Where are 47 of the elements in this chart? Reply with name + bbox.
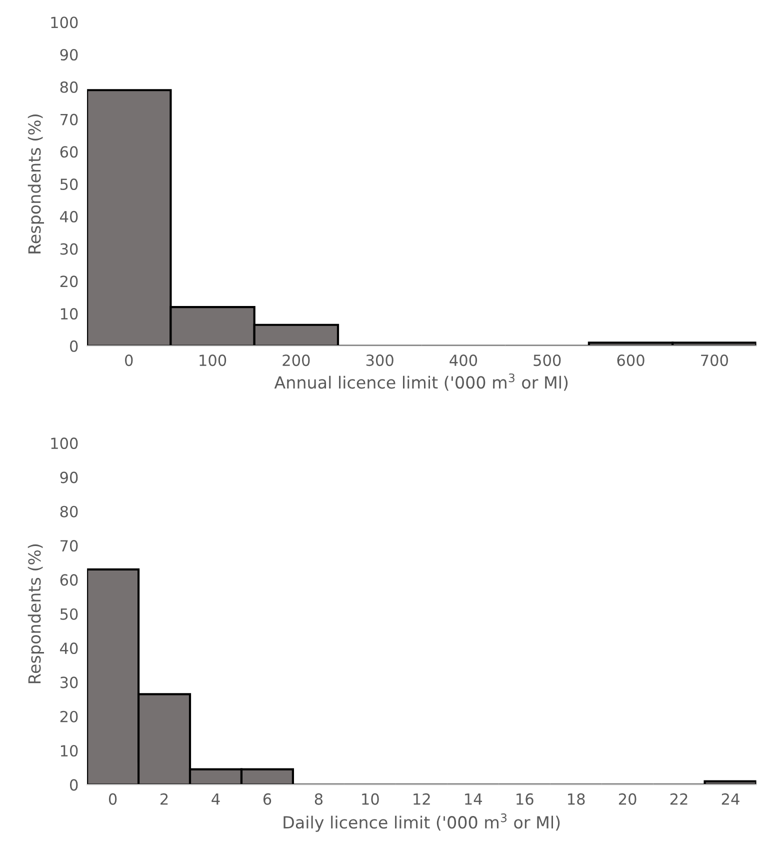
y-tick-label: 50 <box>60 608 78 620</box>
y-tick-label: 0 <box>70 779 78 791</box>
y-tick-label: 100 <box>51 16 78 28</box>
y-tick-label: 40 <box>60 642 78 654</box>
y-tick-label: 30 <box>60 243 78 255</box>
y-tick-label: 40 <box>60 210 78 222</box>
y-tick-label: 70 <box>60 540 78 552</box>
y-tick-label: 60 <box>60 146 78 158</box>
x-tick-label: 4 <box>212 793 220 805</box>
x-tick-label: 8 <box>314 793 323 805</box>
x-tick-label: 14 <box>465 793 482 805</box>
x-tick-label: 0 <box>108 793 117 805</box>
y-axis-title: Respondents (%) <box>28 114 44 254</box>
x-tick-label: 16 <box>516 793 534 805</box>
y-tick-label: 90 <box>60 48 78 61</box>
x-tick-label: 500 <box>534 354 561 366</box>
y-tick-label: 60 <box>60 574 78 586</box>
y-axis-title: Respondents (%) <box>28 544 44 684</box>
x-axis-title: Daily licence limit ('000 m$^{3}$ or Ml) <box>284 813 560 832</box>
y-tick-label: 50 <box>60 178 78 190</box>
y-tick-label: 80 <box>60 506 78 518</box>
y-tick-label: 80 <box>60 81 78 93</box>
x-tick-label: 600 <box>617 354 644 366</box>
y-tick-label: 90 <box>60 472 78 484</box>
x-tick-label: 100 <box>200 354 226 366</box>
y-tick-label: 0 <box>70 340 78 352</box>
y-tick-label: 20 <box>60 276 78 288</box>
y-tick-label: 20 <box>60 710 78 722</box>
x-tick-label: 10 <box>362 793 379 805</box>
x-tick-label: 0 <box>125 354 133 366</box>
x-tick-label: 300 <box>366 354 394 366</box>
y-tick-label: 10 <box>60 744 78 757</box>
x-tick-label: 6 <box>263 793 272 805</box>
y-tick-label: 10 <box>60 308 78 320</box>
y-tick-label: 100 <box>51 438 78 450</box>
x-tick-label: 22 <box>670 793 688 805</box>
x-axis-title: Annual licence limit ('000 m$^{3}$ or Ml) <box>274 373 568 391</box>
x-tick-label: 24 <box>722 793 740 805</box>
x-tick-label: 12 <box>414 793 430 805</box>
x-tick-label: 700 <box>701 354 728 366</box>
x-tick-label: 200 <box>282 354 310 366</box>
x-tick-label: 2 <box>160 793 168 805</box>
x-tick-label: 20 <box>618 793 636 805</box>
x-tick-label: 18 <box>568 793 585 805</box>
x-tick-label: 400 <box>450 354 478 366</box>
y-tick-label: 70 <box>60 114 78 126</box>
y-tick-label: 30 <box>60 676 78 688</box>
